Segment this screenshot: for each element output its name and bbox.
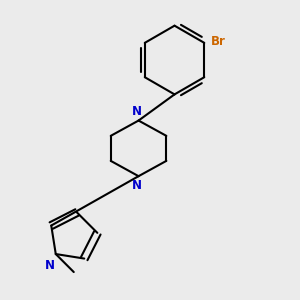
Text: N: N	[132, 105, 142, 118]
Text: N: N	[45, 259, 55, 272]
Text: Br: Br	[211, 35, 226, 48]
Text: N: N	[132, 179, 142, 192]
